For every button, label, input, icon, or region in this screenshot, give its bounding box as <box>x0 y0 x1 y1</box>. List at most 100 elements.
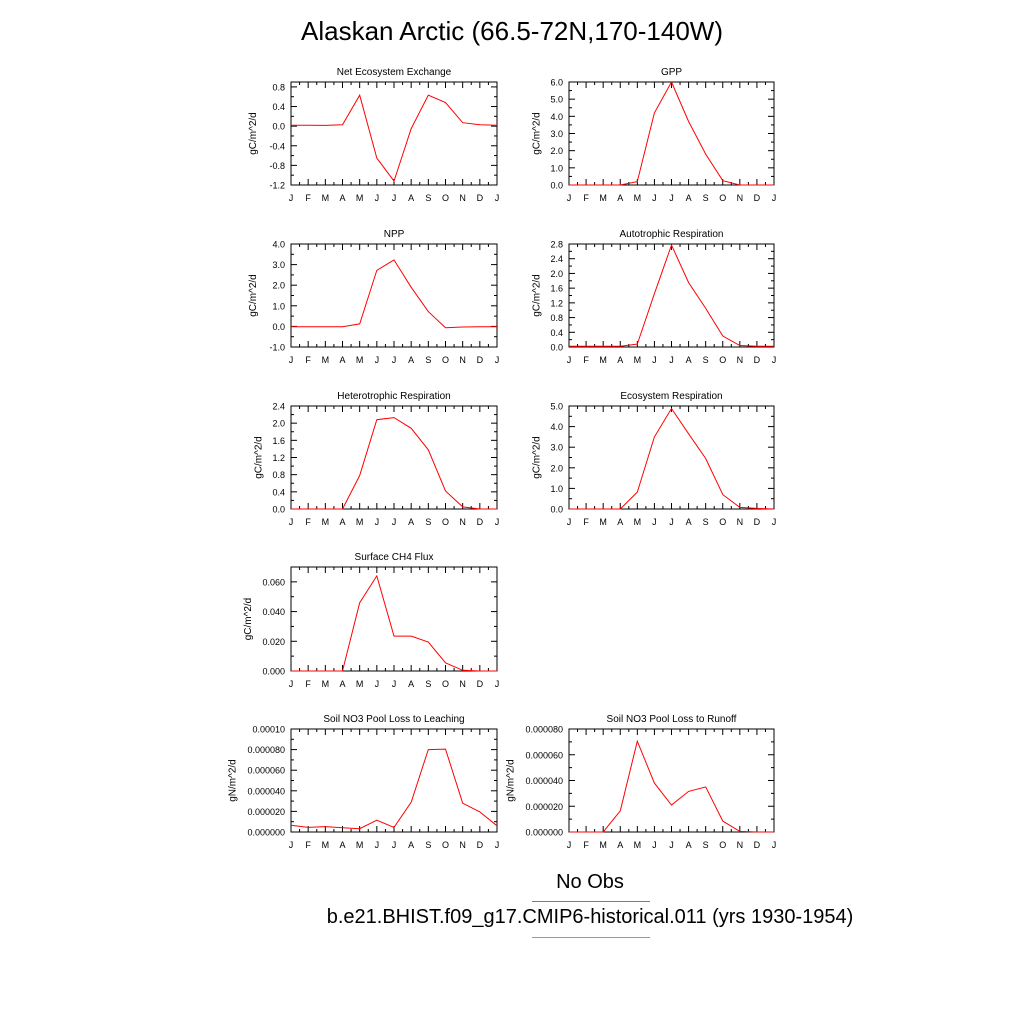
x-tick-label: M <box>634 193 642 203</box>
y-tick-label: 0.000040 <box>247 786 285 796</box>
x-tick-label: M <box>634 517 642 527</box>
y-tick-label: 0.000040 <box>525 776 563 786</box>
plot-frame <box>568 243 775 348</box>
x-tick-label: O <box>442 355 449 365</box>
page-title: Alaskan Arctic (66.5-72N,170-140W) <box>301 16 723 46</box>
x-tick-label: M <box>356 679 364 689</box>
x-tick-label: D <box>477 193 484 203</box>
x-tick-label: J <box>392 679 397 689</box>
x-tick-label: J <box>495 355 500 365</box>
x-tick-label: A <box>339 840 345 850</box>
x-tick-label: J <box>289 840 294 850</box>
x-tick-label: A <box>339 679 345 689</box>
y-tick-label: 2.4 <box>272 402 285 412</box>
x-tick-label: D <box>754 517 761 527</box>
x-tick-label: F <box>583 355 589 365</box>
x-tick-label: J <box>375 193 380 203</box>
x-tick-label: J <box>772 517 777 527</box>
x-tick-label: N <box>459 517 466 527</box>
x-tick-label: J <box>652 193 657 203</box>
x-tick-label: J <box>652 840 657 850</box>
x-tick-label: O <box>719 517 726 527</box>
series-line <box>569 243 774 347</box>
x-tick-label: J <box>772 840 777 850</box>
series-line <box>291 417 497 510</box>
x-tick-label: N <box>459 355 466 365</box>
x-tick-label: N <box>459 193 466 203</box>
x-tick-label: N <box>737 193 744 203</box>
x-tick-label: A <box>617 840 623 850</box>
y-tick-label: 2.8 <box>550 240 563 250</box>
plot-frame <box>290 566 498 672</box>
x-tick-label: S <box>425 679 431 689</box>
x-tick-label: A <box>686 193 692 203</box>
y-axis-label: gC/m^2/d <box>243 598 254 641</box>
x-tick-label: D <box>754 355 761 365</box>
y-tick-label: 4.0 <box>550 112 563 122</box>
y-tick-label: 3.0 <box>550 129 563 139</box>
legend-model-line <box>532 937 650 938</box>
x-tick-label: M <box>322 517 330 527</box>
x-tick-label: A <box>339 193 345 203</box>
x-tick-label: M <box>356 517 364 527</box>
panel-title: Soil NO3 Pool Loss to Runoff <box>607 714 737 725</box>
x-tick-label: O <box>442 517 449 527</box>
panel-title: Ecosystem Respiration <box>620 391 722 402</box>
series-line <box>291 574 497 672</box>
x-tick-label: M <box>599 840 607 850</box>
y-tick-label: 4.0 <box>272 240 285 250</box>
y-tick-label: 0.0 <box>272 122 285 132</box>
series-line <box>290 748 498 830</box>
x-tick-label: J <box>567 517 572 527</box>
y-tick-label: -1.0 <box>269 343 285 353</box>
x-tick-label: J <box>289 355 294 365</box>
x-tick-label: O <box>719 840 726 850</box>
x-tick-label: F <box>583 840 589 850</box>
x-tick-label: A <box>408 517 414 527</box>
panel-title: Soil NO3 Pool Loss to Leaching <box>323 714 464 725</box>
x-tick-label: N <box>737 355 744 365</box>
x-tick-label: A <box>617 517 623 527</box>
x-tick-label: D <box>477 840 484 850</box>
panel-title: Surface CH4 Flux <box>355 552 434 563</box>
plot-frame <box>290 81 498 186</box>
x-tick-label: S <box>425 193 431 203</box>
x-tick-label: M <box>356 840 364 850</box>
y-tick-label: 0.8 <box>550 313 563 323</box>
x-tick-label: J <box>375 355 380 365</box>
x-tick-label: S <box>703 840 709 850</box>
panel-title: GPP <box>661 67 682 78</box>
x-tick-label: J <box>567 193 572 203</box>
x-tick-label: J <box>375 517 380 527</box>
y-axis-label: gN/m^2/d <box>505 759 516 802</box>
series-line <box>569 739 774 833</box>
x-tick-label: S <box>425 840 431 850</box>
x-tick-label: M <box>322 840 330 850</box>
x-tick-label: N <box>737 840 744 850</box>
x-tick-label: O <box>719 355 726 365</box>
y-tick-label: 5.0 <box>550 402 563 412</box>
y-tick-label: 2.0 <box>550 463 563 473</box>
x-tick-label: O <box>719 193 726 203</box>
y-tick-label: 5.0 <box>550 95 563 105</box>
x-tick-label: J <box>392 355 397 365</box>
x-tick-label: A <box>686 355 692 365</box>
chart-heterotrophic-respiration: J F M A M J J A S O N D J2.42.01.61.20.80.40.0Hetero… <box>253 391 499 527</box>
x-tick-label: M <box>356 355 364 365</box>
x-tick-label: D <box>754 193 761 203</box>
x-tick-label: F <box>305 840 311 850</box>
y-tick-label: 0.020 <box>262 637 285 647</box>
y-axis-label: gC/m^2/d <box>531 274 542 317</box>
x-tick-label: J <box>652 517 657 527</box>
x-tick-label: M <box>634 355 642 365</box>
y-tick-label: 0.000000 <box>247 828 285 838</box>
y-tick-label: 2.0 <box>550 269 563 279</box>
y-tick-label: 4.0 <box>550 422 563 432</box>
x-tick-label: F <box>305 193 311 203</box>
y-tick-label: 1.6 <box>550 284 563 294</box>
x-tick-label: J <box>392 517 397 527</box>
x-tick-label: A <box>339 355 345 365</box>
y-tick-label: 0.000020 <box>247 807 285 817</box>
